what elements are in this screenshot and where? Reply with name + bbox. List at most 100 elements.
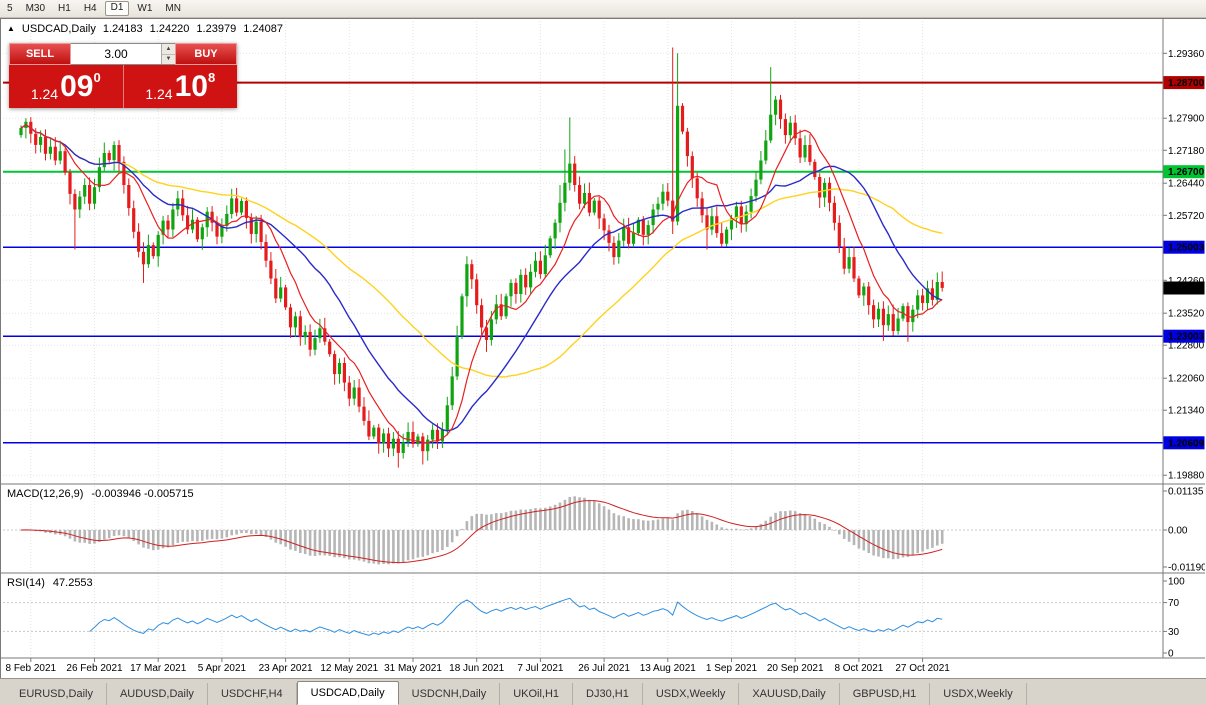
bid-price-base: 1.24 (30, 86, 59, 102)
date-tick-label: 31 May 2021 (384, 663, 442, 674)
chart-tab-usdcnh-daily[interactable]: USDCNH,Daily (399, 683, 501, 705)
ma-line-9[interactable] (20, 124, 943, 444)
candlestick-series (19, 47, 944, 468)
ohlc-low: 1.23979 (196, 23, 237, 35)
price-tick-label: 1.25720 (1168, 211, 1205, 222)
chart-canvas[interactable]: 1.293601.279001.271801.264401.257201.242… (1, 19, 1205, 677)
ask-price-point: 8 (207, 70, 216, 85)
timeframe-button-h4[interactable]: H4 (83, 2, 97, 14)
bid-price-button[interactable]: 1.24 09 0 (9, 65, 124, 108)
date-tick-label: 26 Feb 2021 (66, 663, 123, 674)
svg-text:1.23003: 1.23003 (1168, 332, 1205, 343)
ask-price-base: 1.24 (145, 86, 173, 102)
level-price-badge: 1.25003 (1163, 240, 1205, 254)
ma-line-45[interactable] (20, 124, 943, 378)
volume-spinner[interactable]: 3.00 ▲ ▼ (71, 43, 175, 65)
price-tick-label: 1.24260 (1168, 276, 1205, 287)
chart-tab-usdcad-daily[interactable]: USDCAD,Daily (296, 681, 399, 705)
chart-tab-eurusd-daily[interactable]: EURUSD,Daily (6, 683, 107, 705)
level-price-badge: 1.23003 (1163, 329, 1205, 343)
date-tick-label: 17 Mar 2021 (130, 663, 187, 674)
macd-pane-label: MACD(12,26,9) -0.003946 -0.005715 (7, 488, 194, 500)
ask-price-pips: 10 (174, 69, 208, 103)
rsi-value: 47.2553 (52, 577, 93, 589)
price-axis[interactable]: 1.29360 1.27900 1.27180 1.26440 1.25720 1.242… (1162, 19, 1205, 660)
price-tick-label: 1.27180 (1168, 146, 1205, 157)
chart-tab-dj30-h1[interactable]: DJ30,H1 (573, 683, 643, 705)
chart-tab-bar: EURUSD,Daily AUDUSD,Daily USDCHF,H4 USDCAD,… (0, 678, 1206, 705)
price-tick-label: 1.21340 (1168, 406, 1205, 417)
price-tick-label: 1.26440 (1168, 179, 1205, 190)
price-tick-label: 1.22060 (1168, 374, 1205, 385)
date-tick-label: 12 May 2021 (320, 663, 378, 674)
svg-text:1.25003: 1.25003 (1168, 243, 1205, 254)
macd-name: MACD(12,26,9) (7, 488, 84, 500)
chart-tab-xauusd-daily[interactable]: XAUUSD,Daily (739, 683, 840, 705)
timeframe-button-5[interactable]: 5 (7, 2, 13, 14)
chart-marker-icon: ▲ (7, 24, 15, 33)
price-tick-label: 1.23520 (1168, 309, 1205, 320)
bid-price-point: 0 (93, 70, 101, 85)
date-axis[interactable]: 8 Feb 2021 26 Feb 2021 17 Mar 2021 5 Apr 20… (5, 658, 950, 674)
chart-title: ▲ USDCAD,Daily 1.24183 1.24220 1.23979 1… (7, 23, 283, 35)
volume-value[interactable]: 3.00 (104, 47, 128, 61)
timeframe-button-d1[interactable]: D1 (104, 1, 130, 16)
macd-values: -0.003946 -0.005715 (91, 488, 194, 500)
date-tick-label: 7 Jul 2021 (517, 663, 564, 674)
timeframe-button-m30[interactable]: M30 (25, 2, 46, 14)
rsi-name: RSI(14) (7, 577, 45, 589)
date-tick-label: 26 Jul 2021 (578, 663, 630, 674)
price-tick-label: 1.19880 (1168, 471, 1205, 482)
sell-button[interactable]: SELL (9, 43, 71, 65)
chart-tab-usdchf-h4[interactable]: USDCHF,H4 (208, 683, 297, 705)
timeframe-button-h1[interactable]: H1 (58, 2, 71, 14)
macd-axis-label: 0.00 (1168, 526, 1188, 537)
one-click-trading-panel: SELL 3.00 ▲ ▼ BUY 1.24 09 0 1.24 10 8 (9, 43, 237, 108)
date-tick-label: 18 Jun 2021 (449, 663, 504, 674)
ohlc-open: 1.24183 (102, 23, 143, 35)
ohlc-high: 1.24220 (149, 23, 190, 35)
date-tick-label: 5 Apr 2021 (198, 663, 247, 674)
level-price-badge: 1.20609 (1163, 436, 1205, 450)
rsi-axis-label: 0 (1168, 649, 1174, 660)
rsi-pane-label: RSI(14) 47.2553 (7, 577, 93, 589)
buy-button[interactable]: BUY (175, 43, 237, 65)
rsi-line (89, 597, 943, 636)
chart-tab-audusd-daily[interactable]: AUDUSD,Daily (107, 683, 208, 705)
date-tick-label: 1 Sep 2021 (706, 663, 758, 674)
timeframe-button-mn[interactable]: MN (165, 2, 181, 14)
timeframe-toolbar: 5 M30 H1 H4 D1 W1 MN (0, 0, 1206, 18)
ohlc-close: 1.24087 (243, 23, 283, 35)
rsi-axis-label: 30 (1168, 627, 1180, 638)
chart-tab-ukoil-h1[interactable]: UKOil,H1 (500, 683, 574, 705)
timeframe-button-w1[interactable]: W1 (137, 2, 153, 14)
bid-price-pips: 09 (60, 69, 94, 103)
macd-signal-line (20, 500, 943, 564)
price-tick-label: 1.22800 (1168, 341, 1205, 352)
price-tick-label: 1.27900 (1168, 114, 1205, 125)
date-tick-label: 8 Feb 2021 (5, 663, 56, 674)
chart-tab-gbpusd-h1[interactable]: GBPUSD,H1 (840, 683, 931, 705)
ma-line-21[interactable] (20, 124, 943, 432)
date-tick-label: 27 Oct 2021 (895, 663, 950, 674)
ask-price-button[interactable]: 1.24 10 8 (124, 65, 238, 108)
grid (3, 21, 1163, 658)
date-tick-label: 8 Oct 2021 (834, 663, 883, 674)
current-price-badge: 1.24087 (1163, 281, 1205, 295)
chart-tab-usdx-weekly[interactable]: USDX,Weekly (643, 683, 740, 705)
date-tick-label: 23 Apr 2021 (259, 663, 313, 674)
horizontal-level-lines[interactable] (3, 81, 1163, 444)
volume-spin-buttons: ▲ ▼ (161, 44, 175, 64)
volume-up-icon[interactable]: ▲ (162, 44, 175, 55)
svg-text:1.24087: 1.24087 (1168, 284, 1205, 295)
level-price-badge: 1.26700 (1163, 165, 1205, 179)
rsi-axis-label: 100 (1168, 577, 1185, 588)
svg-text:1.28700: 1.28700 (1168, 78, 1205, 89)
macd-axis-label: 0.01135 (1168, 487, 1204, 498)
svg-text:1.20609: 1.20609 (1168, 438, 1205, 449)
chart-window: 1.29360 1.27900 1.27180 1.26440 1.25720 1.242… (0, 18, 1206, 678)
rsi-axis-label: 70 (1168, 598, 1180, 609)
chart-tab-usdx-weekly[interactable]: USDX,Weekly (930, 683, 1027, 705)
level-price-badge: 1.28700 (1163, 76, 1205, 90)
volume-down-icon[interactable]: ▼ (162, 54, 175, 64)
